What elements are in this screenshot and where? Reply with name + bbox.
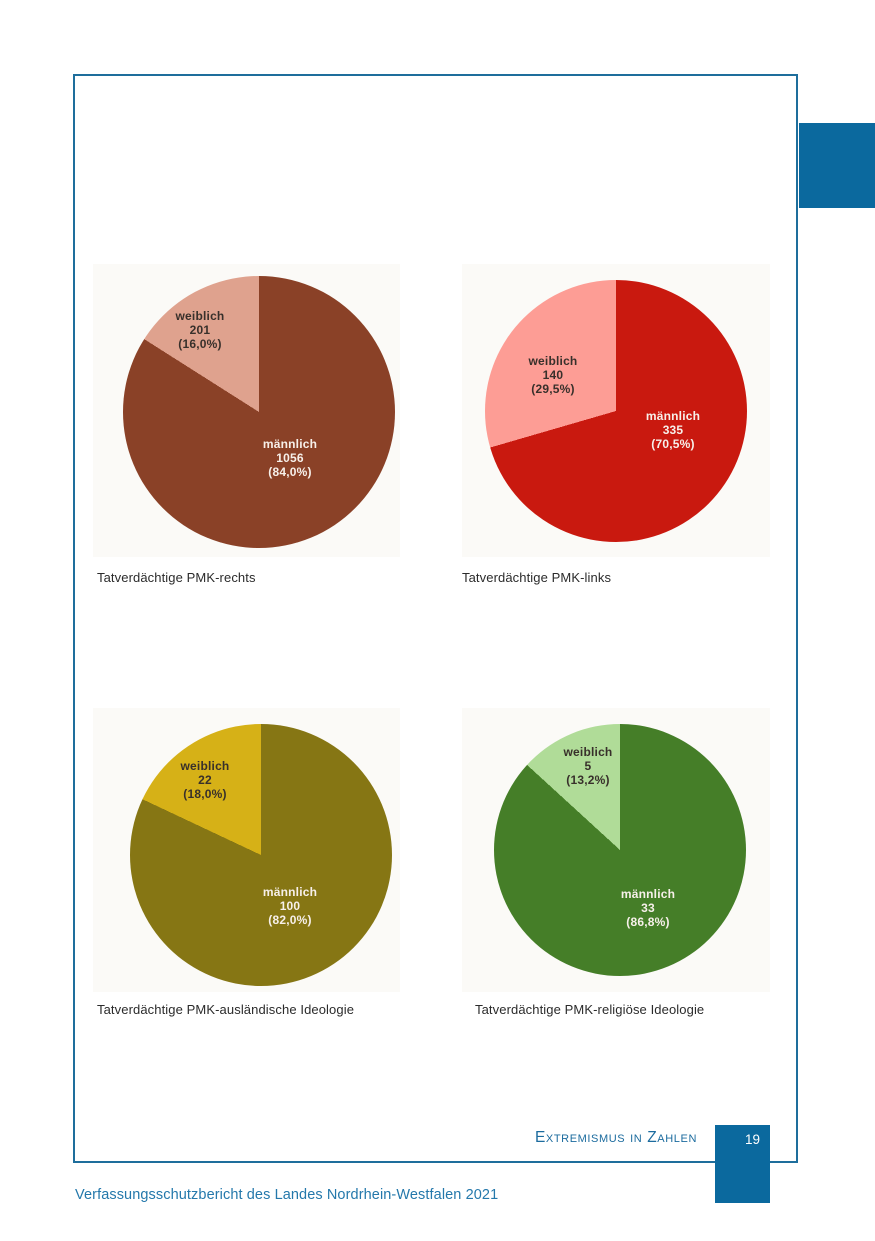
slice-label: männlich (645, 409, 701, 423)
pie-label-maennlich: männlich 1056 (84,0%) (263, 437, 317, 479)
slice-value: 140 (542, 368, 564, 382)
chapter-tab-marker (799, 123, 875, 208)
pie-chart-pmk-religioese-ideologie (494, 724, 746, 976)
pie-label-maennlich: männlich 335 (70,5%) (646, 409, 700, 451)
page-frame-border (73, 74, 798, 1163)
slice-label: männlich (620, 887, 676, 901)
pie-label-maennlich: männlich 100 (82,0%) (263, 885, 317, 927)
slice-label: weiblich (563, 745, 613, 759)
slice-percent: (86,8%) (626, 915, 670, 929)
pie-chart-pmk-auslaendische-ideologie (130, 724, 392, 986)
chart-caption-pmk-auslaendische-ideologie: Tatverdächtige PMK-ausländische Ideologi… (97, 1002, 355, 1017)
slice-label: männlich (262, 437, 318, 451)
report-title-footer: Verfassungsschutzbericht des Landes Nord… (75, 1187, 499, 1203)
slice-value: 100 (279, 899, 301, 913)
slice-value: 1056 (276, 451, 304, 465)
slice-percent: (82,0%) (268, 913, 312, 927)
slice-percent: (70,5%) (651, 437, 695, 451)
slice-percent: (13,2%) (566, 773, 610, 787)
pie-label-weiblich: weiblich 201 (16,0%) (176, 309, 225, 351)
slice-label: männlich (262, 885, 318, 899)
slice-value: 335 (662, 423, 684, 437)
chart-caption-pmk-rechts: Tatverdächtige PMK-rechts (97, 570, 256, 585)
chart-caption-pmk-links: Tatverdächtige PMK-links (462, 570, 612, 585)
slice-value: 33 (641, 901, 655, 915)
slice-percent: (16,0%) (178, 337, 222, 351)
pie-chart-pmk-links (485, 280, 747, 542)
chart-caption-pmk-religioese-ideologie: Tatverdächtige PMK-religiöse Ideologie (475, 1002, 705, 1017)
pie-chart-pmk-rechts (123, 276, 395, 548)
slice-label: weiblich (528, 354, 578, 368)
slice-percent: (18,0%) (183, 787, 227, 801)
page-number-badge: 19 (715, 1125, 770, 1203)
slice-value: 201 (189, 323, 211, 337)
slice-label: weiblich (175, 309, 225, 323)
slice-percent: (84,0%) (268, 465, 312, 479)
slice-label: weiblich (180, 759, 230, 773)
pie-label-maennlich: männlich 33 (86,8%) (621, 887, 675, 929)
pie-label-weiblich: weiblich 140 (29,5%) (529, 354, 578, 396)
slice-percent: (29,5%) (531, 382, 575, 396)
slice-value: 5 (584, 759, 592, 773)
slice-value: 22 (198, 773, 212, 787)
pie-label-weiblich: weiblich 22 (18,0%) (181, 759, 230, 801)
pie-label-weiblich: weiblich 5 (13,2%) (564, 745, 613, 787)
section-title-footer: Extremismus in Zahlen (534, 1129, 697, 1146)
